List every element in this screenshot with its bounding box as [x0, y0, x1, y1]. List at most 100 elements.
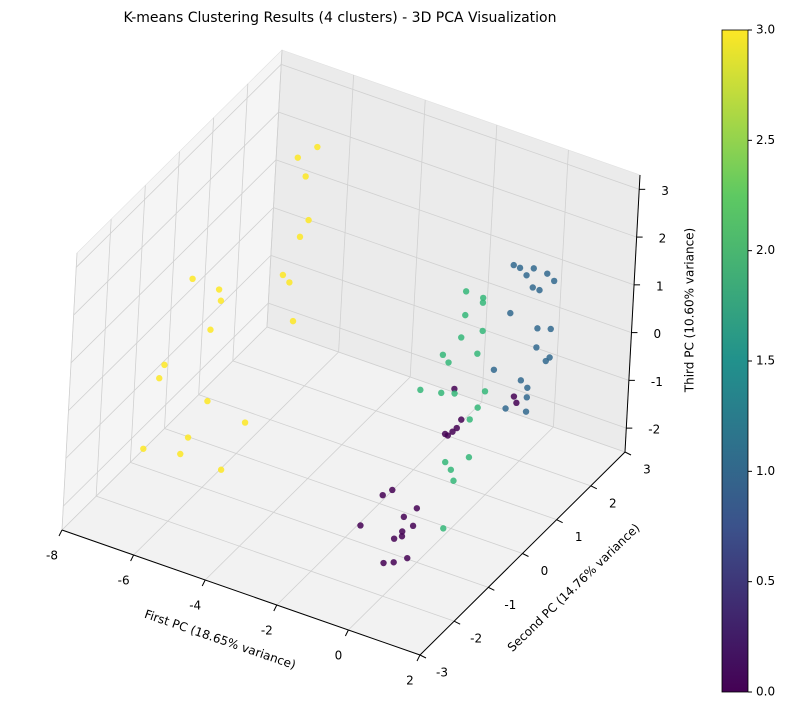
- z-axis-line: [624, 174, 641, 453]
- point: [189, 275, 196, 283]
- x-tick-label: 0: [335, 649, 343, 663]
- grid-line: [129, 185, 146, 463]
- grid-line: [553, 149, 569, 428]
- point: [390, 535, 398, 542]
- grid-line: [61, 252, 78, 531]
- grid-line: [266, 49, 283, 328]
- grid-line: [95, 219, 112, 497]
- grid-line: [232, 83, 249, 361]
- x-tick: [58, 529, 63, 537]
- point: [530, 265, 537, 272]
- point: [302, 173, 309, 180]
- point: [451, 385, 458, 393]
- point: [533, 344, 540, 351]
- z-tick-label: 1: [656, 279, 664, 293]
- point: [140, 445, 147, 452]
- point: [177, 450, 184, 458]
- y-tick-label: 1: [575, 530, 583, 544]
- point: [390, 559, 397, 566]
- point: [481, 388, 489, 395]
- point: [480, 294, 487, 302]
- z-tick-label: 0: [653, 327, 661, 341]
- x-tick: [344, 629, 349, 637]
- y-tick: [624, 451, 632, 456]
- point: [400, 513, 408, 521]
- grid-line: [65, 255, 272, 459]
- point: [458, 334, 465, 341]
- point: [215, 286, 223, 293]
- point: [524, 384, 531, 391]
- point: [510, 261, 517, 269]
- point: [279, 271, 287, 279]
- y-tick-label: -2: [470, 632, 482, 646]
- y-tick: [419, 654, 427, 659]
- grid-line: [63, 302, 269, 507]
- grid-line: [278, 111, 637, 238]
- point: [289, 317, 297, 325]
- point: [314, 143, 321, 151]
- y-axis-line: [419, 451, 626, 656]
- point: [462, 288, 470, 295]
- point: [507, 309, 514, 317]
- x-tick: [273, 604, 278, 612]
- grid-line: [275, 159, 635, 286]
- grid-line: [164, 428, 523, 554]
- y-tick: [590, 485, 598, 490]
- point: [438, 389, 445, 397]
- grid-line: [164, 151, 180, 429]
- point: [184, 434, 192, 441]
- point: [447, 466, 455, 473]
- grid-line: [198, 394, 557, 521]
- point: [286, 279, 293, 286]
- point: [453, 424, 460, 432]
- colorbar-tick-label: 3.0: [756, 23, 775, 37]
- point: [450, 477, 457, 484]
- points: [140, 143, 558, 567]
- ticks: -8 -6 -4 -2 0 2 -3 -2 -1 0 1 2 3 -2 -1 0 1 2 3: [46, 174, 669, 688]
- z-tick-label: -2: [648, 423, 660, 437]
- y-tick: [556, 519, 563, 524]
- z-axis-label: Third PC (10.60% variance): [683, 228, 697, 393]
- x-tick-label: -8: [46, 549, 58, 563]
- y-tick-label: 3: [643, 463, 651, 477]
- grid-line: [281, 63, 640, 190]
- point: [417, 386, 424, 394]
- point: [544, 270, 551, 277]
- point: [479, 299, 487, 306]
- panes: [61, 49, 641, 656]
- grid-line: [338, 74, 354, 353]
- point: [550, 277, 558, 285]
- point: [523, 394, 531, 401]
- point: [398, 533, 406, 540]
- colorbar-tick-label: 0.0: [756, 685, 775, 699]
- x-tick-label: 2: [406, 674, 414, 688]
- grid-line: [130, 461, 489, 588]
- point: [523, 272, 530, 279]
- grid-line: [268, 302, 627, 429]
- chart-title: K-means Clustering Results (4 clusters) …: [124, 10, 557, 26]
- point: [404, 554, 411, 562]
- point: [207, 326, 214, 333]
- grid-line: [75, 64, 282, 268]
- grid-line: [73, 111, 279, 316]
- point: [441, 430, 449, 438]
- point: [536, 286, 543, 294]
- z-tick-label: 3: [661, 184, 669, 198]
- grid-line: [481, 124, 498, 403]
- point: [516, 264, 524, 272]
- z-tick-label: -1: [651, 375, 663, 389]
- colorbar-tick-label: 1.0: [756, 464, 775, 478]
- y-tick: [522, 553, 529, 557]
- point: [440, 525, 447, 532]
- grid-line: [409, 99, 426, 378]
- point: [466, 416, 473, 423]
- point: [399, 528, 406, 535]
- point: [474, 404, 481, 411]
- point: [156, 375, 163, 382]
- z-tick-label: 2: [659, 232, 667, 246]
- point: [217, 297, 225, 304]
- point: [449, 428, 456, 435]
- y-tick-label: 2: [609, 496, 617, 510]
